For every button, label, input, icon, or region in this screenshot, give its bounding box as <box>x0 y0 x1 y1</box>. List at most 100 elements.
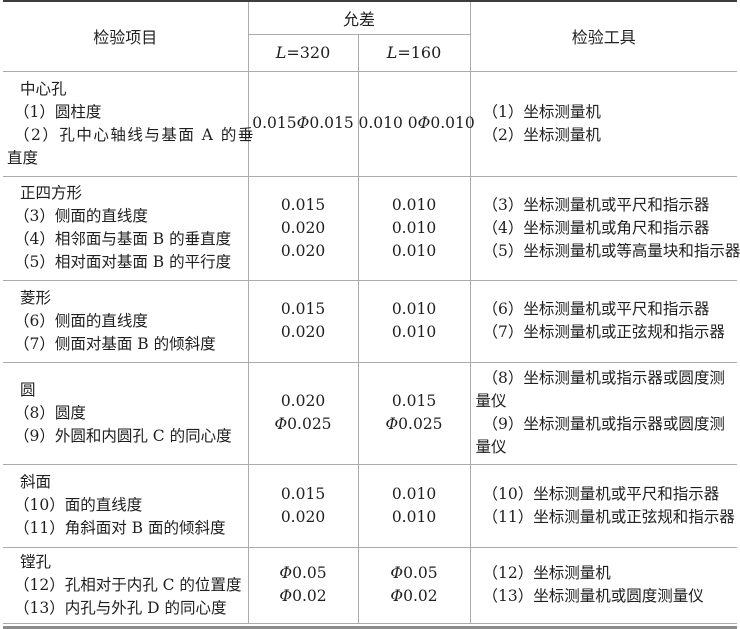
bottom-rule-gap <box>3 623 737 626</box>
tools-cell: （8）坐标测量机或指示器或圆度测 量仪 （9）坐标测量机或指示器或圆度测 量仪 <box>470 362 738 465</box>
tolerance-l320-cell: 0.020 Φ0.025 <box>248 362 359 465</box>
tolerance-value: 0.015 <box>280 195 326 214</box>
table-row-circle: 圆 （8）圆度 （9）外圆和内圆孔 C 的同心度 0.020 Φ0.025 0.… <box>3 362 738 465</box>
table-row-bored-hole: 镗孔 （12）孔相对于内孔 C 的位置度 （13）内孔与外孔 D 的同心度 Φ0… <box>3 547 738 624</box>
item-cell: 镗孔 （12）孔相对于内孔 C 的位置度 （13）内孔与外孔 D 的同心度 <box>3 547 249 624</box>
tolerance-value: 0.010 <box>391 195 437 214</box>
tools-cell: （1）坐标测量机 （2）坐标测量机 <box>470 71 738 177</box>
table-row-incline: 斜面 （10）面的直线度 （11）角斜面对 B 面的倾斜度 0.015 0.02… <box>3 464 738 548</box>
subcol-letter: L <box>386 43 398 62</box>
item-cell: 斜面 （10）面的直线度 （11）角斜面对 B 面的倾斜度 <box>3 464 249 548</box>
tools-cell: （12）坐标测量机 （13）坐标测量机或圆度测量仪 <box>470 547 738 624</box>
tolerance-value: 0.015 <box>280 300 326 318</box>
header-row-1: 检验项目 允差 检验工具 <box>3 1 738 72</box>
tolerance-l320-cell: 0.015Φ0.015 <box>248 71 359 177</box>
tolerance-l160-cell: 0.015 Φ0.025 <box>358 362 471 465</box>
tolerance-l320-cell: 0.015 0.020 <box>248 280 359 363</box>
header-inspection-items: 检验项目 <box>3 1 249 72</box>
tolerance-value: Φ0.025 <box>385 415 443 433</box>
tools-cell: （3）坐标测量机或平尺和指示器 （4）坐标测量机或角尺和指示器 （5）坐标测量机… <box>470 176 740 281</box>
item-category: 圆 <box>20 380 36 399</box>
tool-line: （11）坐标测量机或正弦规和指示器 <box>482 507 735 526</box>
item-line: （7）侧面对基面 B 的倾斜度 <box>14 334 216 353</box>
header-subcol-l320: L=320 <box>248 34 359 72</box>
subcol-value: =160 <box>397 43 442 62</box>
item-line: （12）孔相对于内孔 C 的位置度 <box>14 575 242 594</box>
item-cell: 中心孔 （1）圆柱度 （2）孔中心轴线与基面 A 的垂 直度 <box>3 71 255 177</box>
tolerance-value: 0.015 <box>280 484 326 503</box>
tolerance-l160-cell: Φ0.05 Φ0.02 <box>358 547 471 624</box>
item-line: （9）外圆和内圆孔 C 的同心度 <box>14 426 232 445</box>
tolerance-value: 0.015Φ0.015 <box>252 114 354 132</box>
tolerance-value: 0.010 <box>391 241 437 260</box>
tolerance-value: 0.010 <box>391 507 437 526</box>
tools-cell: （6）坐标测量机或平尺和指示器 （7）坐标测量机或正弦规和指示器 <box>470 280 738 363</box>
item-line: （6）侧面的直线度 <box>14 311 148 330</box>
tolerance-value: 0.020 <box>280 241 326 260</box>
item-line: （1）圆柱度 <box>14 102 102 121</box>
tolerance-value: Φ0.05 <box>279 564 327 582</box>
tool-line: （8）坐标测量机或指示器或圆度测 <box>482 369 725 387</box>
item-category: 斜面 <box>20 473 52 491</box>
item-line: （10）面的直线度 <box>14 496 143 514</box>
tool-line: 量仪 <box>475 438 507 456</box>
tools-cell: （10）坐标测量机或平尺和指示器 （11）坐标测量机或正弦规和指示器 <box>470 464 738 548</box>
item-line: （2）孔中心轴线与基面 A 的垂 <box>14 125 255 144</box>
tool-line: （6）坐标测量机或平尺和指示器 <box>482 300 710 318</box>
tool-line: （10）坐标测量机或平尺和指示器 <box>482 484 720 503</box>
tolerance-value: 0.020 <box>280 392 326 410</box>
item-category: 菱形 <box>20 288 52 307</box>
tool-line: （13）坐标测量机或圆度测量仪 <box>482 587 704 605</box>
tolerance-value: 0.010 <box>391 300 437 318</box>
tolerance-l160-cell: 0.010 0.010 0.010 <box>358 176 471 281</box>
tolerance-value: 0.020 <box>280 218 326 237</box>
item-cell: 菱形 （6）侧面的直线度 （7）侧面对基面 B 的倾斜度 <box>3 280 249 363</box>
tool-line: （3）坐标测量机或平尺和指示器 <box>482 195 710 214</box>
tolerance-l320-cell: 0.015 0.020 <box>248 464 359 548</box>
item-line: 直度 <box>7 148 39 167</box>
header-tolerance: 允差 <box>248 1 471 35</box>
header-subcol-l160: L=160 <box>358 34 471 72</box>
item-category: 正四方形 <box>20 184 83 202</box>
tolerance-value: 0.010 <box>391 218 437 237</box>
tolerance-l160-cell: 0.010 0.010 <box>358 280 471 363</box>
tolerance-value: 0.020 <box>280 507 326 526</box>
item-line: （5）相对面对基面 B 的平行度 <box>14 253 232 271</box>
tolerance-value: Φ0.02 <box>390 587 438 605</box>
tool-line: 量仪 <box>475 392 507 410</box>
tolerance-value: 0.010 <box>391 484 437 503</box>
tool-line: （12）坐标测量机 <box>482 564 611 582</box>
item-category: 中心孔 <box>20 79 67 98</box>
tool-line: （9）坐标测量机或指示器或圆度测 <box>482 415 725 433</box>
table-row-center-hole: 中心孔 （1）圆柱度 （2）孔中心轴线与基面 A 的垂 直度 0.015Φ0.0… <box>3 71 738 177</box>
item-line: （4）相邻面与基面 B 的垂直度 <box>14 230 232 248</box>
item-cell: 正四方形 （3）侧面的直线度 （4）相邻面与基面 B 的垂直度 （5）相对面对基… <box>3 176 249 281</box>
item-line: （13）内孔与外孔 D 的同心度 <box>14 598 227 617</box>
header-row-2: L=320 L=160 <box>3 34 737 72</box>
table-row-rhombus: 菱形 （6）侧面的直线度 （7）侧面对基面 B 的倾斜度 0.015 0.020… <box>3 280 738 363</box>
tolerance-value: 0.020 <box>280 323 326 341</box>
inspection-table: 检验项目 允差 检验工具 L=320 L=160 中心孔 （1）圆柱度 （2）孔… <box>3 0 740 624</box>
subcol-letter: L <box>275 43 287 62</box>
tolerance-value: Φ0.02 <box>279 587 327 605</box>
tolerance-l320-cell: 0.015 0.020 0.020 <box>248 176 359 281</box>
tolerance-value: Φ0.025 <box>274 415 332 433</box>
subcol-value: =320 <box>286 43 331 62</box>
tool-line: （2）坐标测量机 <box>482 125 601 144</box>
tool-line: （5）坐标测量机或等高量块和指示器 <box>482 241 740 260</box>
tolerance-value: 0.015 <box>391 392 437 410</box>
item-cell: 圆 （8）圆度 （9）外圆和内圆孔 C 的同心度 <box>3 362 249 465</box>
item-line: （11）角斜面对 B 面的倾斜度 <box>14 519 226 537</box>
item-category: 镗孔 <box>20 552 52 571</box>
header-inspection-tools: 检验工具 <box>470 1 738 72</box>
item-line: （8）圆度 <box>14 403 86 422</box>
tolerance-value: 0.010 <box>391 323 437 341</box>
tolerance-l320-cell: Φ0.05 Φ0.02 <box>248 547 359 624</box>
table-row-square: 正四方形 （3）侧面的直线度 （4）相邻面与基面 B 的垂直度 （5）相对面对基… <box>3 176 740 281</box>
bottom-rule-thick <box>3 625 737 629</box>
tool-line: （1）坐标测量机 <box>482 102 601 121</box>
tool-line: （7）坐标测量机或正弦规和指示器 <box>482 323 725 341</box>
tolerance-value: Φ0.05 <box>390 564 438 582</box>
item-line: （3）侧面的直线度 <box>14 207 148 225</box>
